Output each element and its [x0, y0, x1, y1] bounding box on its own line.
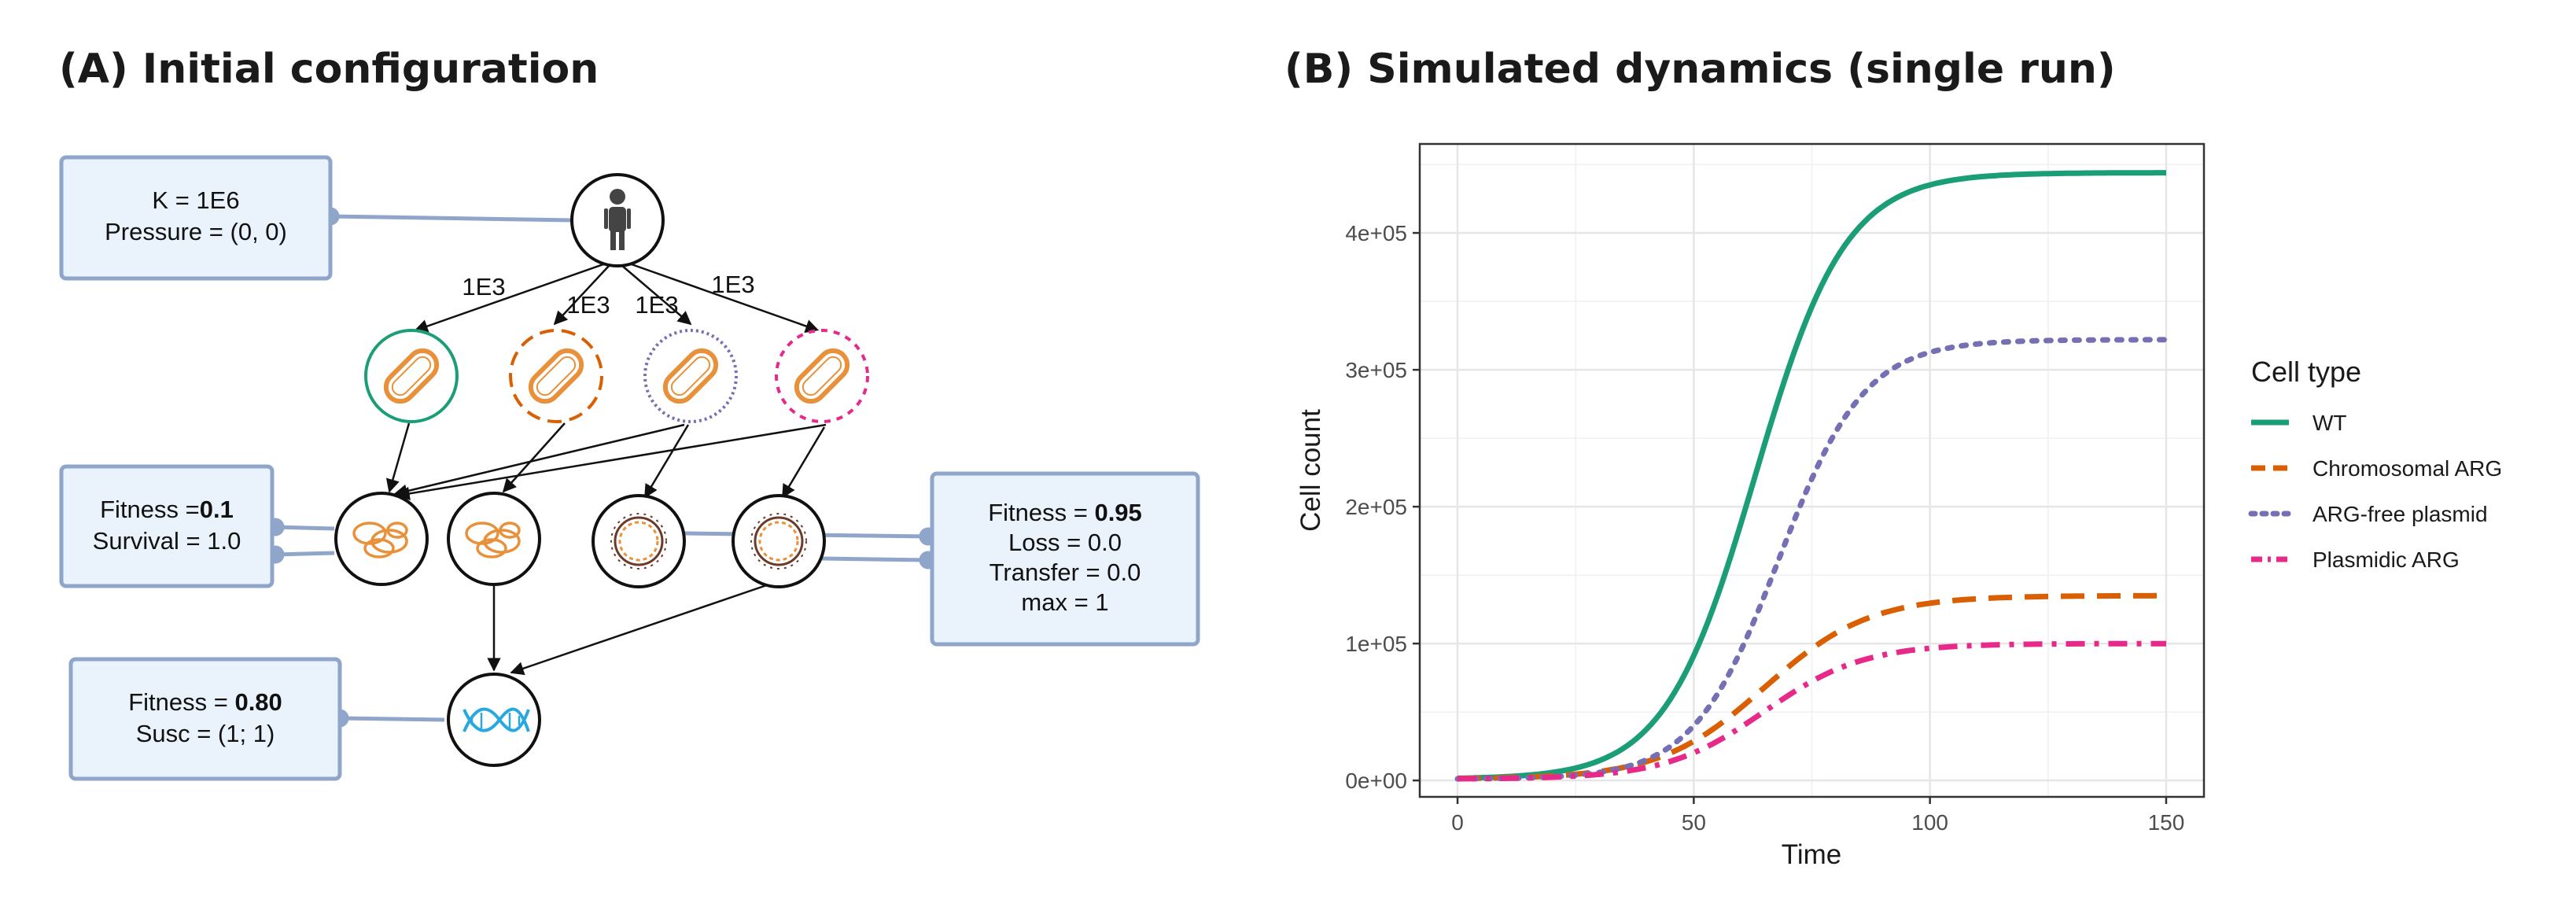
- x-tick-label: 100: [1911, 810, 1948, 835]
- legend-label: WT: [2313, 411, 2347, 435]
- edge-label-wt: 1E3: [462, 273, 505, 300]
- gene-box-line1: Fitness = 0.80: [128, 688, 282, 716]
- plasmid-box: Fitness = 0.95 Loss = 0.0 Transfer = 0.0…: [930, 471, 1200, 647]
- bacterium-icon: [794, 348, 850, 404]
- series-line-wt: [1457, 170, 2166, 781]
- cell-node-plasmidic: [775, 329, 869, 423]
- x-tick-label: 150: [2148, 810, 2185, 835]
- x-tick-label: 50: [1682, 810, 1706, 835]
- plasmid-box-line2: Loss = 0.0: [1008, 529, 1122, 556]
- bacterium-icon: [528, 348, 584, 404]
- y-tick-label: 2e+05: [1345, 495, 1407, 519]
- y-tick-label: 1e+05: [1345, 632, 1407, 656]
- env-box: K = 1E6 Pressure = (0, 0): [59, 155, 333, 281]
- gene-box-line2: Susc = (1; 1): [136, 720, 275, 747]
- chromosome-box-line1: Fitness =0.1: [100, 496, 234, 523]
- plasmid-icon: [610, 513, 667, 570]
- legend-title: Cell type: [2251, 356, 2361, 388]
- y-axis-title: Cell count: [1295, 409, 1326, 532]
- legend-label: Chromosomal ARG: [2313, 456, 2502, 481]
- host-arrows: [414, 262, 820, 334]
- plasmid-node-2: [732, 494, 826, 588]
- legend: Cell type WT Chromosomal ARG ARG-free plas…: [2248, 356, 2502, 572]
- y-tick-label: 3e+05: [1345, 358, 1407, 382]
- grid-major: [1420, 144, 2204, 797]
- legend-label: Plasmidic ARG: [2313, 547, 2460, 572]
- bacterium-icon: [662, 348, 719, 404]
- cell-arrows: [385, 422, 827, 676]
- env-box-line2: Pressure = (0, 0): [105, 218, 287, 245]
- series-line-arg-free-plasmid: [1454, 337, 2169, 782]
- dna-icon: [463, 707, 530, 732]
- box-connectors: [266, 207, 938, 728]
- plasmid-box-line4: max = 1: [1021, 588, 1108, 616]
- bacterium-icon: [383, 348, 440, 404]
- line-chart: 0 50 100 150 0e+00 1e+05 2e+05 3e+05 4e+05 Time…: [1295, 142, 2502, 870]
- panel-a-title: (A) Initial configuration: [59, 46, 599, 93]
- y-tick-label: 0e+00: [1345, 769, 1407, 793]
- chromosome-node-2: [447, 492, 541, 586]
- series-lines: [1454, 170, 2169, 782]
- edge-label-plasmidic: 1E3: [711, 271, 754, 298]
- panel-a-diagram: K = 1E6 Pressure = (0, 0) Fitness =0.1 S…: [59, 155, 1200, 781]
- x-tick-label: 0: [1451, 810, 1464, 835]
- x-axis: 0 50 100 150: [1451, 797, 2184, 835]
- chromosome-box: Fitness =0.1 Survival = 1.0: [59, 464, 275, 588]
- cell-node-wt: [364, 329, 459, 423]
- chromosome-node-1: [334, 492, 429, 586]
- plasmid-box-line1: Fitness = 0.95: [988, 499, 1142, 526]
- edge-label-chrom: 1E3: [566, 291, 610, 319]
- chromosome-icon: [352, 522, 408, 559]
- chromosome-icon: [465, 522, 521, 559]
- edge-label-free: 1E3: [635, 291, 678, 319]
- cell-node-chrom: [509, 329, 603, 423]
- person-icon: [604, 189, 631, 250]
- plasmid-icon: [750, 513, 807, 570]
- panel-b-title: (B) Simulated dynamics (single run): [1284, 46, 2116, 93]
- cell-node-free: [643, 329, 738, 423]
- y-tick-label: 4e+05: [1345, 221, 1407, 245]
- plasmid-box-line3: Transfer = 0.0: [989, 559, 1141, 586]
- plot-panel-border: [1418, 142, 2206, 798]
- legend-label: ARG-free plasmid: [2313, 502, 2488, 526]
- chromosome-box-line2: Survival = 1.0: [93, 527, 241, 555]
- gene-node: [447, 673, 541, 767]
- host-node: [570, 173, 665, 267]
- y-axis: 0e+00 1e+05 2e+05 3e+05 4e+05: [1345, 221, 1420, 793]
- x-axis-title: Time: [1782, 839, 1841, 870]
- plasmid-node-1: [591, 494, 686, 588]
- gene-box: Fitness = 0.80 Susc = (1; 1): [68, 657, 342, 781]
- env-box-line1: K = 1E6: [152, 186, 239, 214]
